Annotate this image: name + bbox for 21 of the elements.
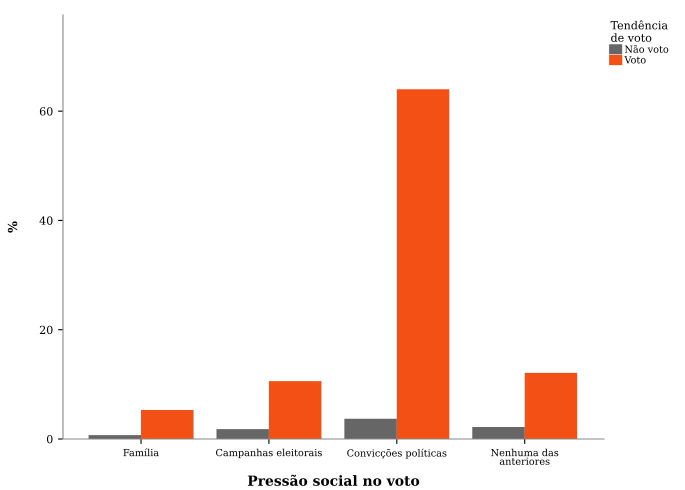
bar — [344, 418, 397, 439]
y-tick-label: 0 — [46, 434, 53, 444]
bar — [268, 381, 322, 439]
bar — [216, 429, 269, 439]
legend-label: Não voto — [624, 45, 668, 53]
x-tick-label: Família — [123, 448, 159, 456]
x-tick-label: Convicções políticas — [347, 448, 446, 459]
x-tick-label: Nenhuma das anteriores — [491, 448, 558, 465]
legend-title: Tendência de voto — [610, 20, 668, 42]
bar — [524, 372, 578, 439]
y-tick-label: 60 — [40, 107, 53, 116]
bar — [141, 410, 194, 439]
bar — [88, 435, 142, 439]
y-axis-title: % — [8, 221, 18, 233]
legend-label: Voto — [624, 56, 646, 64]
bar — [396, 89, 450, 439]
x-axis-title: Pressão social no voto — [248, 474, 420, 486]
y-tick-label: 40 — [39, 216, 53, 225]
bar — [472, 426, 525, 439]
y-tick-label: 20 — [40, 326, 53, 334]
x-tick-label: Campanhas eleitorais — [216, 448, 322, 458]
